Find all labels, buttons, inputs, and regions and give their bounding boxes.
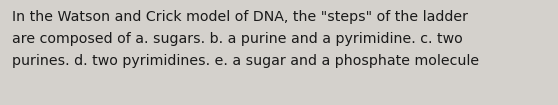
Text: purines. d. two pyrimidines. e. a sugar and a phosphate molecule: purines. d. two pyrimidines. e. a sugar … bbox=[12, 54, 479, 68]
Text: In the Watson and Crick model of DNA, the "steps" of the ladder: In the Watson and Crick model of DNA, th… bbox=[12, 10, 468, 24]
Text: are composed of a. sugars. b. a purine and a pyrimidine. c. two: are composed of a. sugars. b. a purine a… bbox=[12, 32, 463, 46]
